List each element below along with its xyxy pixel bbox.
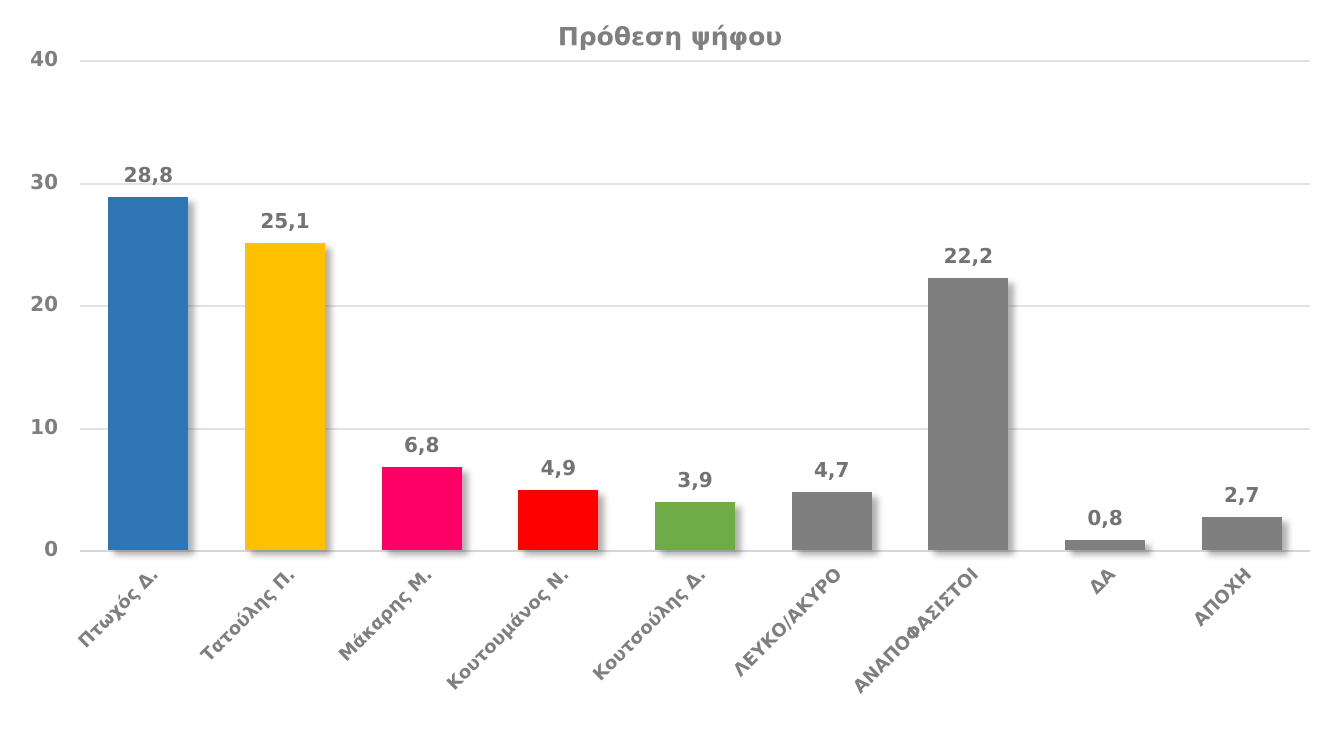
gridline — [80, 60, 1310, 62]
bar — [518, 489, 599, 550]
x-category-label: Πτωχός Δ. — [74, 564, 164, 653]
x-category-label: ΛΕΥΚΟ/ΑΚΥΡΟ — [729, 564, 847, 682]
bar-series: 28,8 Πτωχός Δ. 25,1 Τατούλης Π. 6,8 Μάκαρης Μ… — [75, 60, 1310, 698]
y-axis-tick-label: 0 — [44, 536, 58, 561]
bar-category: 2,7 ΑΠΟΧΗ — [1173, 60, 1310, 631]
x-category-label: ΑΠΟΧΗ — [1189, 564, 1257, 631]
bar — [108, 197, 189, 550]
x-category-label: Τατούλης Π. — [197, 564, 300, 667]
y-axis-tick-label: 30 — [30, 169, 58, 194]
bar-value-label: 25,1 — [260, 208, 310, 233]
bar-value-label: 4,9 — [540, 455, 577, 480]
y-axis-tick-label: 20 — [30, 291, 58, 316]
bar — [245, 242, 325, 550]
x-category-label: Μάκαρης Μ. — [334, 564, 437, 666]
x-category-label: ΑΝΑΠΟΦΑΣΙΣΤΟΙ — [849, 564, 984, 698]
x-category-label: Κουτσούλης Δ. — [588, 564, 710, 686]
y-axis-tick-label: 10 — [30, 414, 58, 439]
bar-category: 22,2 ΑΝΑΠΟΦΑΣΙΣΤΟΙ — [850, 60, 1037, 698]
x-category-label: Κουτουμάνος Ν. — [442, 564, 574, 695]
bar — [655, 502, 736, 550]
bar-value-label: 6,8 — [403, 432, 440, 457]
bar-value-label: 4,7 — [813, 458, 850, 483]
plot-area: 28,8 Πτωχός Δ. 25,1 Τατούλης Π. 6,8 Μάκαρης Μ… — [30, 47, 1310, 698]
bar-category: 0,8 ΔΑ — [1037, 60, 1174, 599]
bar-category: 4,9 Κουτουμάνος Ν. — [443, 60, 627, 695]
bar-category: 25,1 Τατούλης Π. — [198, 60, 354, 666]
bar — [1065, 540, 1146, 550]
bar-category: 28,8 Πτωχός Δ. — [75, 60, 217, 652]
gridline — [80, 305, 1310, 307]
y-axis-tick-label: 40 — [30, 46, 58, 71]
bar — [381, 466, 462, 550]
bar-value-label: 0,8 — [1087, 506, 1123, 531]
bar-value-label: 22,2 — [943, 244, 994, 269]
bar-category: 6,8 Μάκαρης Μ. — [335, 60, 490, 666]
bar — [928, 278, 1009, 550]
bar — [791, 492, 872, 550]
chart-title: Πρόθεση ψήφου — [557, 22, 783, 51]
bar-category: 3,9 Κουτσούλης Δ. — [589, 60, 764, 685]
gridline — [80, 550, 1310, 552]
gridline — [80, 427, 1310, 430]
bar-value-label: 2,7 — [1223, 482, 1260, 507]
x-category-label: ΔΑ — [1085, 564, 1120, 599]
bar-category: 4,7 ΛΕΥΚΟ/ΑΚΥΡΟ — [730, 60, 900, 681]
bar — [1201, 516, 1282, 550]
bar-value-label: 28,8 — [123, 163, 174, 188]
gridline — [80, 182, 1310, 185]
bar-value-label: 3,9 — [677, 468, 713, 493]
